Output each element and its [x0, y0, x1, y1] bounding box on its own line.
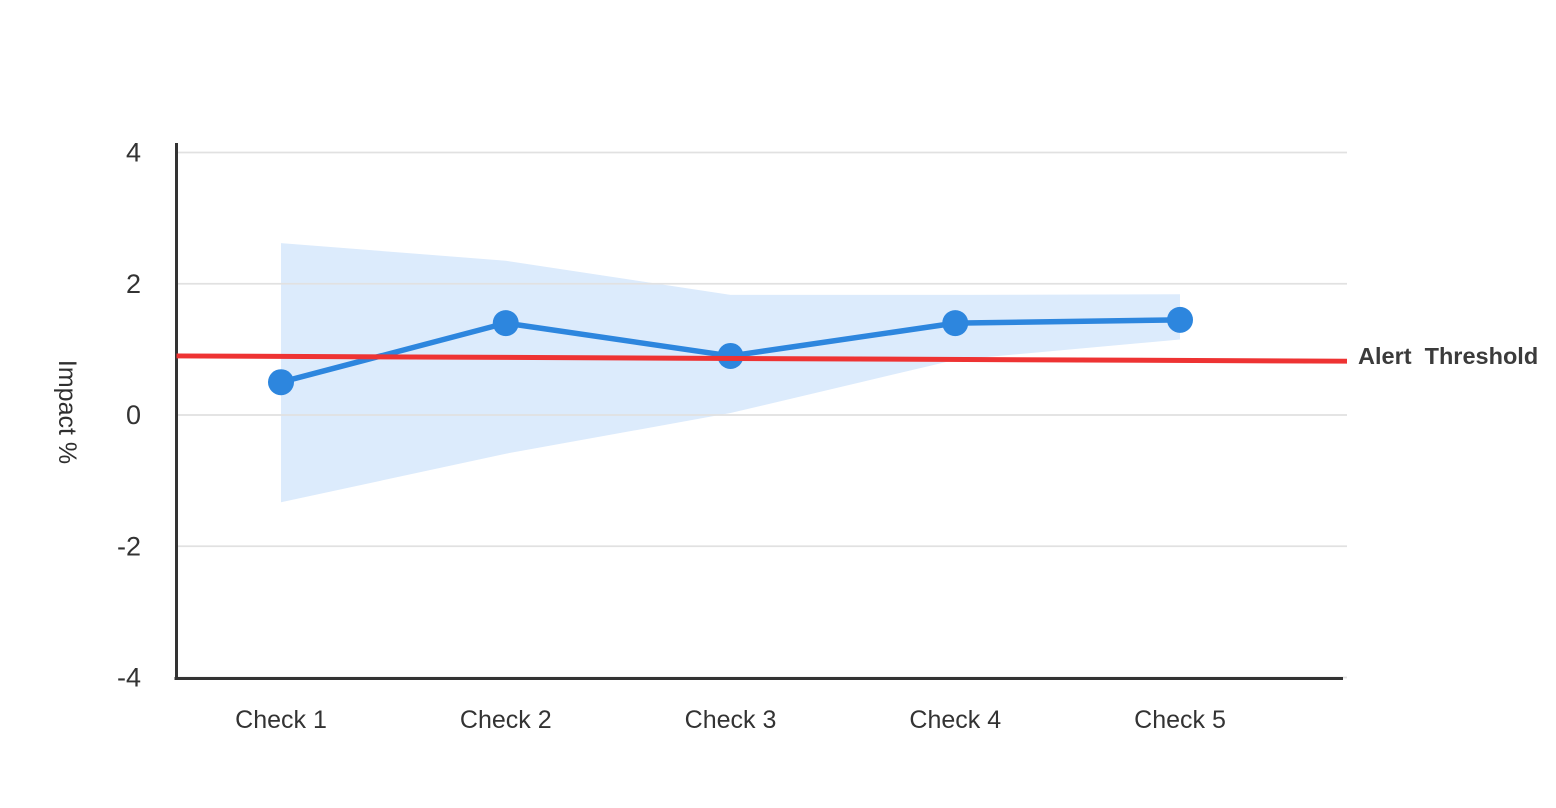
alert-threshold-line — [176, 353, 1348, 364]
x-category-label: Check 5 — [1134, 706, 1226, 734]
data-point — [942, 310, 969, 337]
y-tick-label: 4 — [126, 138, 141, 168]
text-layer: 4 2 0 -2 -4 Check 1 Check 2 Check 3 Check 4 Check… — [53, 138, 1538, 735]
x-category-label: Check 3 — [685, 706, 777, 734]
x-category-label: Check 4 — [909, 706, 1001, 734]
data-point — [268, 369, 294, 396]
y-tick-label: -4 — [117, 663, 141, 693]
alert-threshold-label: Alert Threshold — [1358, 343, 1538, 369]
threshold-layer — [176, 353, 1348, 364]
x-category-label: Check 1 — [235, 706, 327, 734]
confidence-band — [281, 243, 1180, 503]
y-tick-label: 2 — [126, 269, 141, 299]
data-point — [492, 310, 519, 337]
y-tick-label: -2 — [117, 531, 141, 561]
x-category-label: Check 2 — [460, 706, 552, 734]
axes-layer — [174, 143, 1343, 680]
band-layer — [281, 243, 1180, 503]
data-point — [1167, 306, 1193, 333]
grid-layer — [177, 151, 1347, 679]
y-tick-label: 0 — [126, 400, 141, 430]
y-axis-title: Impact % — [53, 360, 81, 464]
